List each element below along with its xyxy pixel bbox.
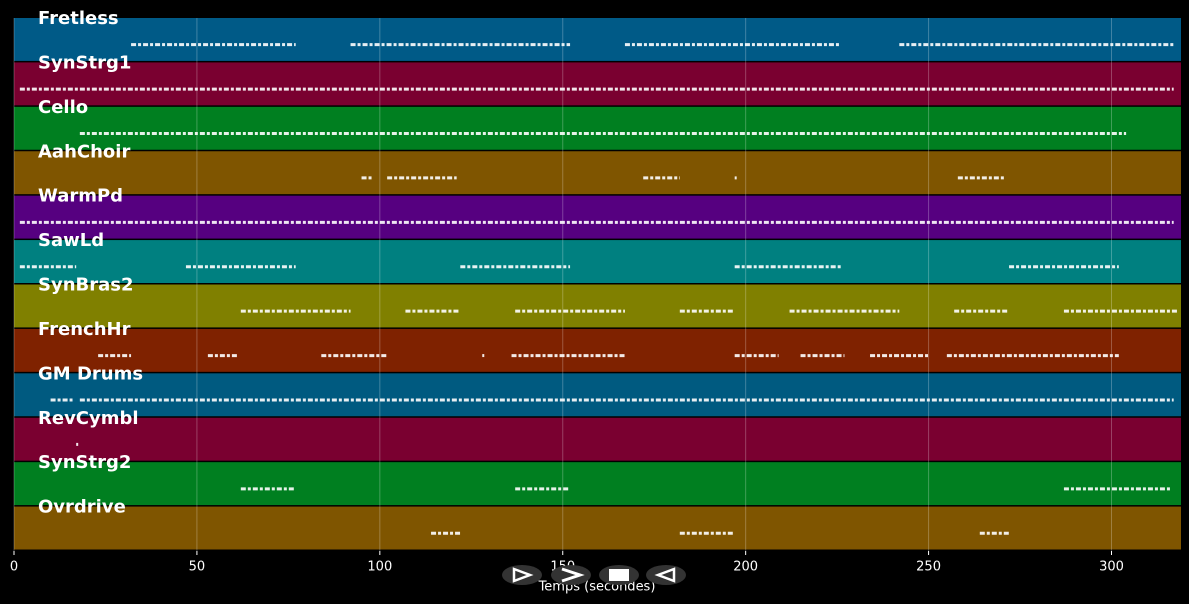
back-button[interactable] — [646, 565, 686, 585]
grid — [13, 18, 1112, 551]
stop-button[interactable] — [599, 565, 639, 585]
x-tick-label: 50 — [189, 560, 206, 575]
track-name: SawLd — [38, 230, 104, 251]
x-tick-label: 300 — [1099, 560, 1124, 575]
player-controls — [502, 565, 686, 585]
lane — [14, 506, 1181, 550]
track-name: SynStrg2 — [38, 452, 131, 473]
play-button[interactable] — [502, 565, 542, 585]
track-name: SynStrg1 — [38, 52, 131, 73]
lane — [14, 195, 1181, 239]
track-name: WarmPd — [38, 186, 123, 207]
track-name: AahChoir — [38, 141, 130, 162]
lane — [14, 462, 1181, 506]
lane — [14, 373, 1181, 417]
x-axis-label: Temps (secondes) — [538, 580, 656, 595]
track-name: FrenchHr — [38, 319, 131, 340]
track-name: Ovrdrive — [38, 497, 126, 518]
lane — [14, 18, 1181, 61]
track-name: SynBras2 — [38, 275, 134, 296]
lane — [14, 240, 1181, 283]
x-tick-label: 200 — [733, 560, 758, 575]
notes — [19, 43, 1178, 535]
back-icon[interactable] — [654, 567, 676, 583]
track-name: RevCymbl — [38, 408, 139, 429]
x-tick-label: 250 — [916, 560, 941, 575]
play-icon[interactable] — [512, 567, 534, 583]
track-name: Cello — [38, 97, 88, 118]
stop-icon[interactable] — [609, 569, 629, 581]
button-bg[interactable] — [646, 565, 686, 585]
x-tick-label: 100 — [367, 560, 392, 575]
labels: Fretless SynStrg1 Cello AahChoir WarmPd SawLd… — [38, 8, 143, 518]
button-bg[interactable] — [502, 565, 542, 585]
lane — [14, 106, 1181, 150]
lane — [14, 151, 1181, 195]
x-tick-label: 0 — [10, 560, 18, 575]
lane — [14, 417, 1181, 461]
lane — [14, 62, 1181, 106]
forward-button[interactable] — [551, 565, 591, 585]
forward-icon[interactable] — [561, 567, 585, 583]
button-bg[interactable] — [551, 565, 591, 585]
lane — [14, 328, 1181, 372]
lane — [14, 284, 1181, 328]
track-name: GM Drums — [38, 363, 143, 384]
track-name: Fretless — [38, 8, 119, 29]
lanes — [14, 18, 1181, 550]
